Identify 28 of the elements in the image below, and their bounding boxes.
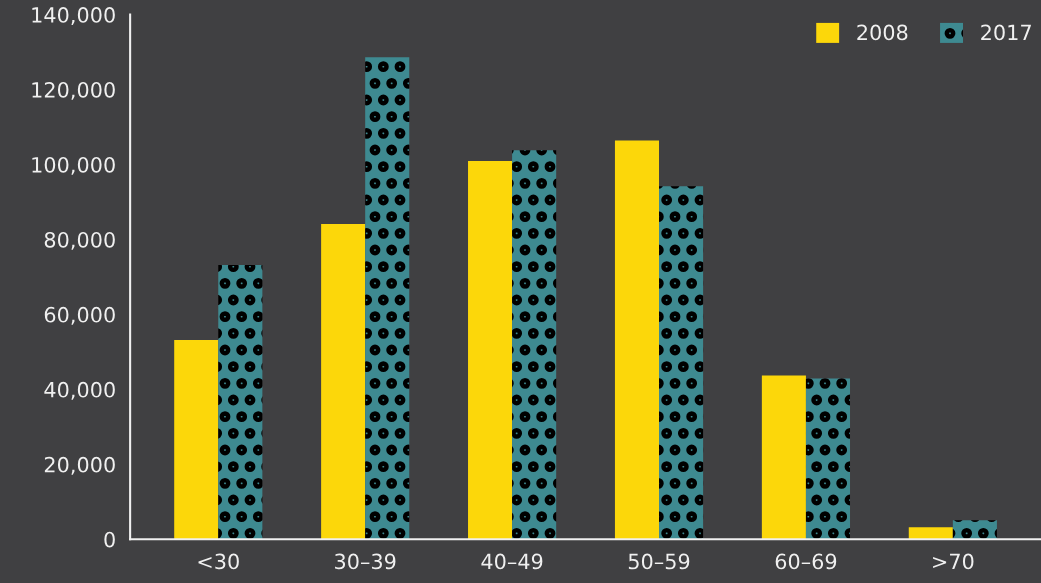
- legend-label: 2017: [981, 24, 1031, 41]
- bar: [218, 264, 263, 540]
- x-tick-label: >70: [933, 553, 974, 570]
- bar: [952, 520, 997, 540]
- y-tick-label: 140,000: [32, 7, 115, 25]
- y-tick-label: 0: [104, 531, 115, 548]
- bar: [614, 140, 660, 540]
- y-tick-label: 100,000: [32, 156, 115, 175]
- x-tick-label: <30: [198, 553, 239, 570]
- bar: [468, 161, 513, 540]
- bar: [365, 57, 410, 540]
- y-tick-label: 20,000: [44, 456, 115, 475]
- bar: [512, 150, 557, 540]
- bar: [908, 527, 953, 540]
- x-tick-label: 50–59: [628, 553, 690, 570]
- y-tick-label: 120,000: [32, 81, 115, 100]
- bar: [321, 224, 366, 540]
- y-tick-label: 80,000: [44, 231, 115, 250]
- x-tick-label: 60–69: [775, 553, 837, 570]
- bar: [805, 378, 851, 540]
- x-tick-label: 30–39: [335, 553, 396, 570]
- x-tick-label: 40–49: [481, 553, 543, 570]
- bar: [761, 375, 806, 540]
- y-tick-label: 60,000: [44, 306, 115, 325]
- bar: [659, 186, 704, 540]
- y-tick-label: 40,000: [44, 381, 115, 400]
- legend-label: 2008: [857, 24, 908, 41]
- bar: [174, 339, 219, 540]
